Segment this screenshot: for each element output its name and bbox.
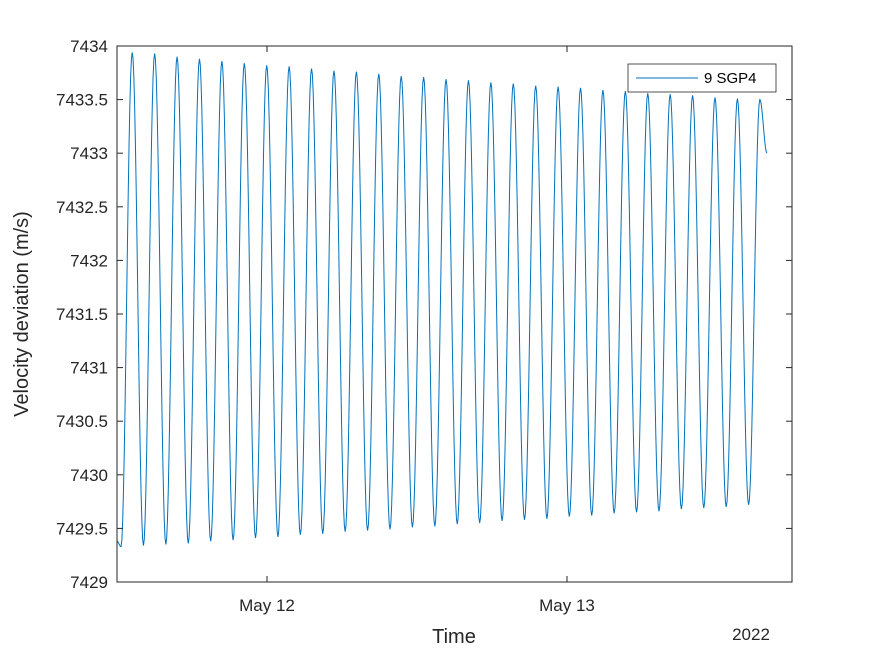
x-axis-year-label: 2022	[732, 625, 770, 644]
legend: 9 SGP4	[627, 63, 777, 93]
x-axis: May 12 May 13	[239, 46, 595, 615]
y-axis: 7429 7429.5 7430 7430.5 7431 7431.5 7432 7432.5…	[56, 37, 792, 592]
y-tick-label: 7430.5	[56, 412, 108, 431]
axes-box	[116, 45, 793, 583]
y-axis-label: Velocity deviation (m/s)	[11, 211, 33, 417]
y-tick-label: 7429.5	[56, 519, 108, 538]
y-tick-label: 7430	[70, 466, 108, 485]
x-tick-label: May 13	[539, 596, 595, 615]
series-layer	[116, 52, 768, 548]
legend-entry-9-sgp4: 9 SGP4	[704, 70, 757, 87]
x-tick-label: May 12	[239, 596, 295, 615]
y-tick-label: 7432	[70, 251, 108, 270]
x-axis-label: Time	[432, 626, 476, 648]
y-tick-label: 7433.5	[56, 91, 108, 110]
y-tick-label: 7433	[70, 144, 108, 163]
y-tick-label: 7434	[70, 37, 108, 56]
y-tick-label: 7429	[70, 573, 108, 592]
y-tick-label: 7431.5	[56, 305, 108, 324]
y-tick-label: 7431	[70, 359, 108, 378]
series-line-9-sgp4	[116, 52, 768, 548]
y-tick-label: 7432.5	[56, 198, 108, 217]
